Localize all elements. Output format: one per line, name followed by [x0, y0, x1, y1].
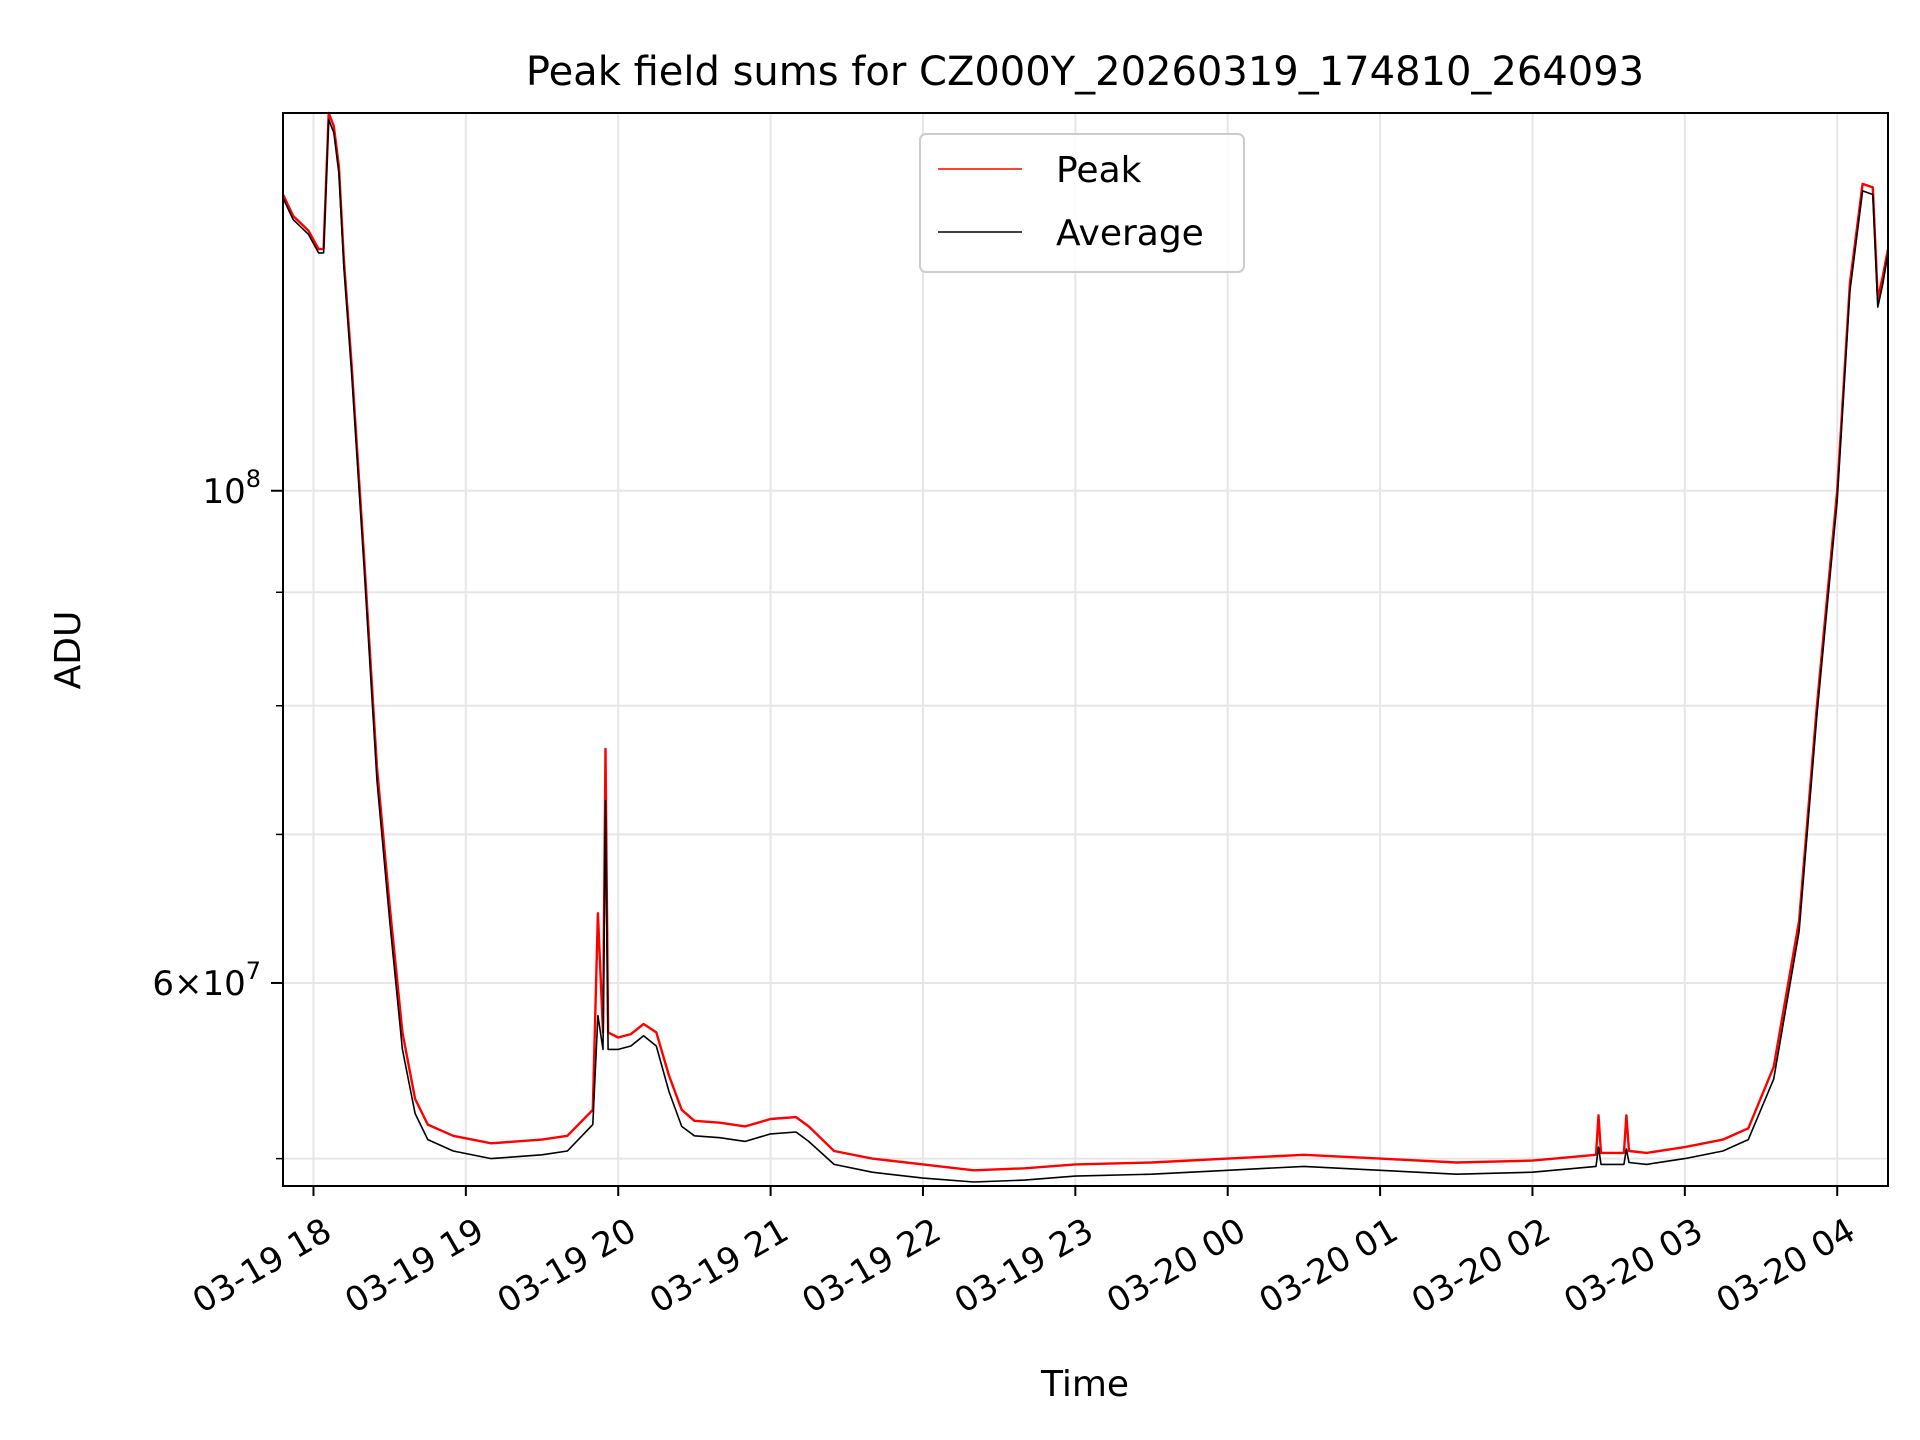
y-tick-label-exp: 7 [246, 957, 261, 985]
y-tick-label: 108 [202, 465, 261, 512]
grid-lines [283, 113, 1888, 1186]
y-axis-label: ADU [48, 611, 89, 690]
series-line-average [282, 118, 1889, 1183]
y-tick-label: 6×107 [152, 957, 261, 1004]
plot-frame [282, 112, 1889, 1187]
chart-title: Peak field sums for CZ000Y_20260319_1748… [526, 49, 1644, 95]
y-tick-label-times: × [174, 964, 203, 1004]
y-tick-label-exp: 8 [246, 465, 261, 493]
y-tick-label-base: 10 [202, 964, 245, 1004]
y-tick-label-base: 10 [202, 472, 245, 512]
legend-label-average: Average [1056, 213, 1204, 254]
series-layer [281, 111, 1890, 1183]
y-tick-label-mantissa: 6 [152, 964, 174, 1004]
legend-label-peak: Peak [1056, 150, 1142, 191]
legend: Peak Average [919, 133, 1245, 273]
series-line-peak [281, 111, 1890, 1172]
x-axis-label: Time [1040, 1364, 1129, 1405]
